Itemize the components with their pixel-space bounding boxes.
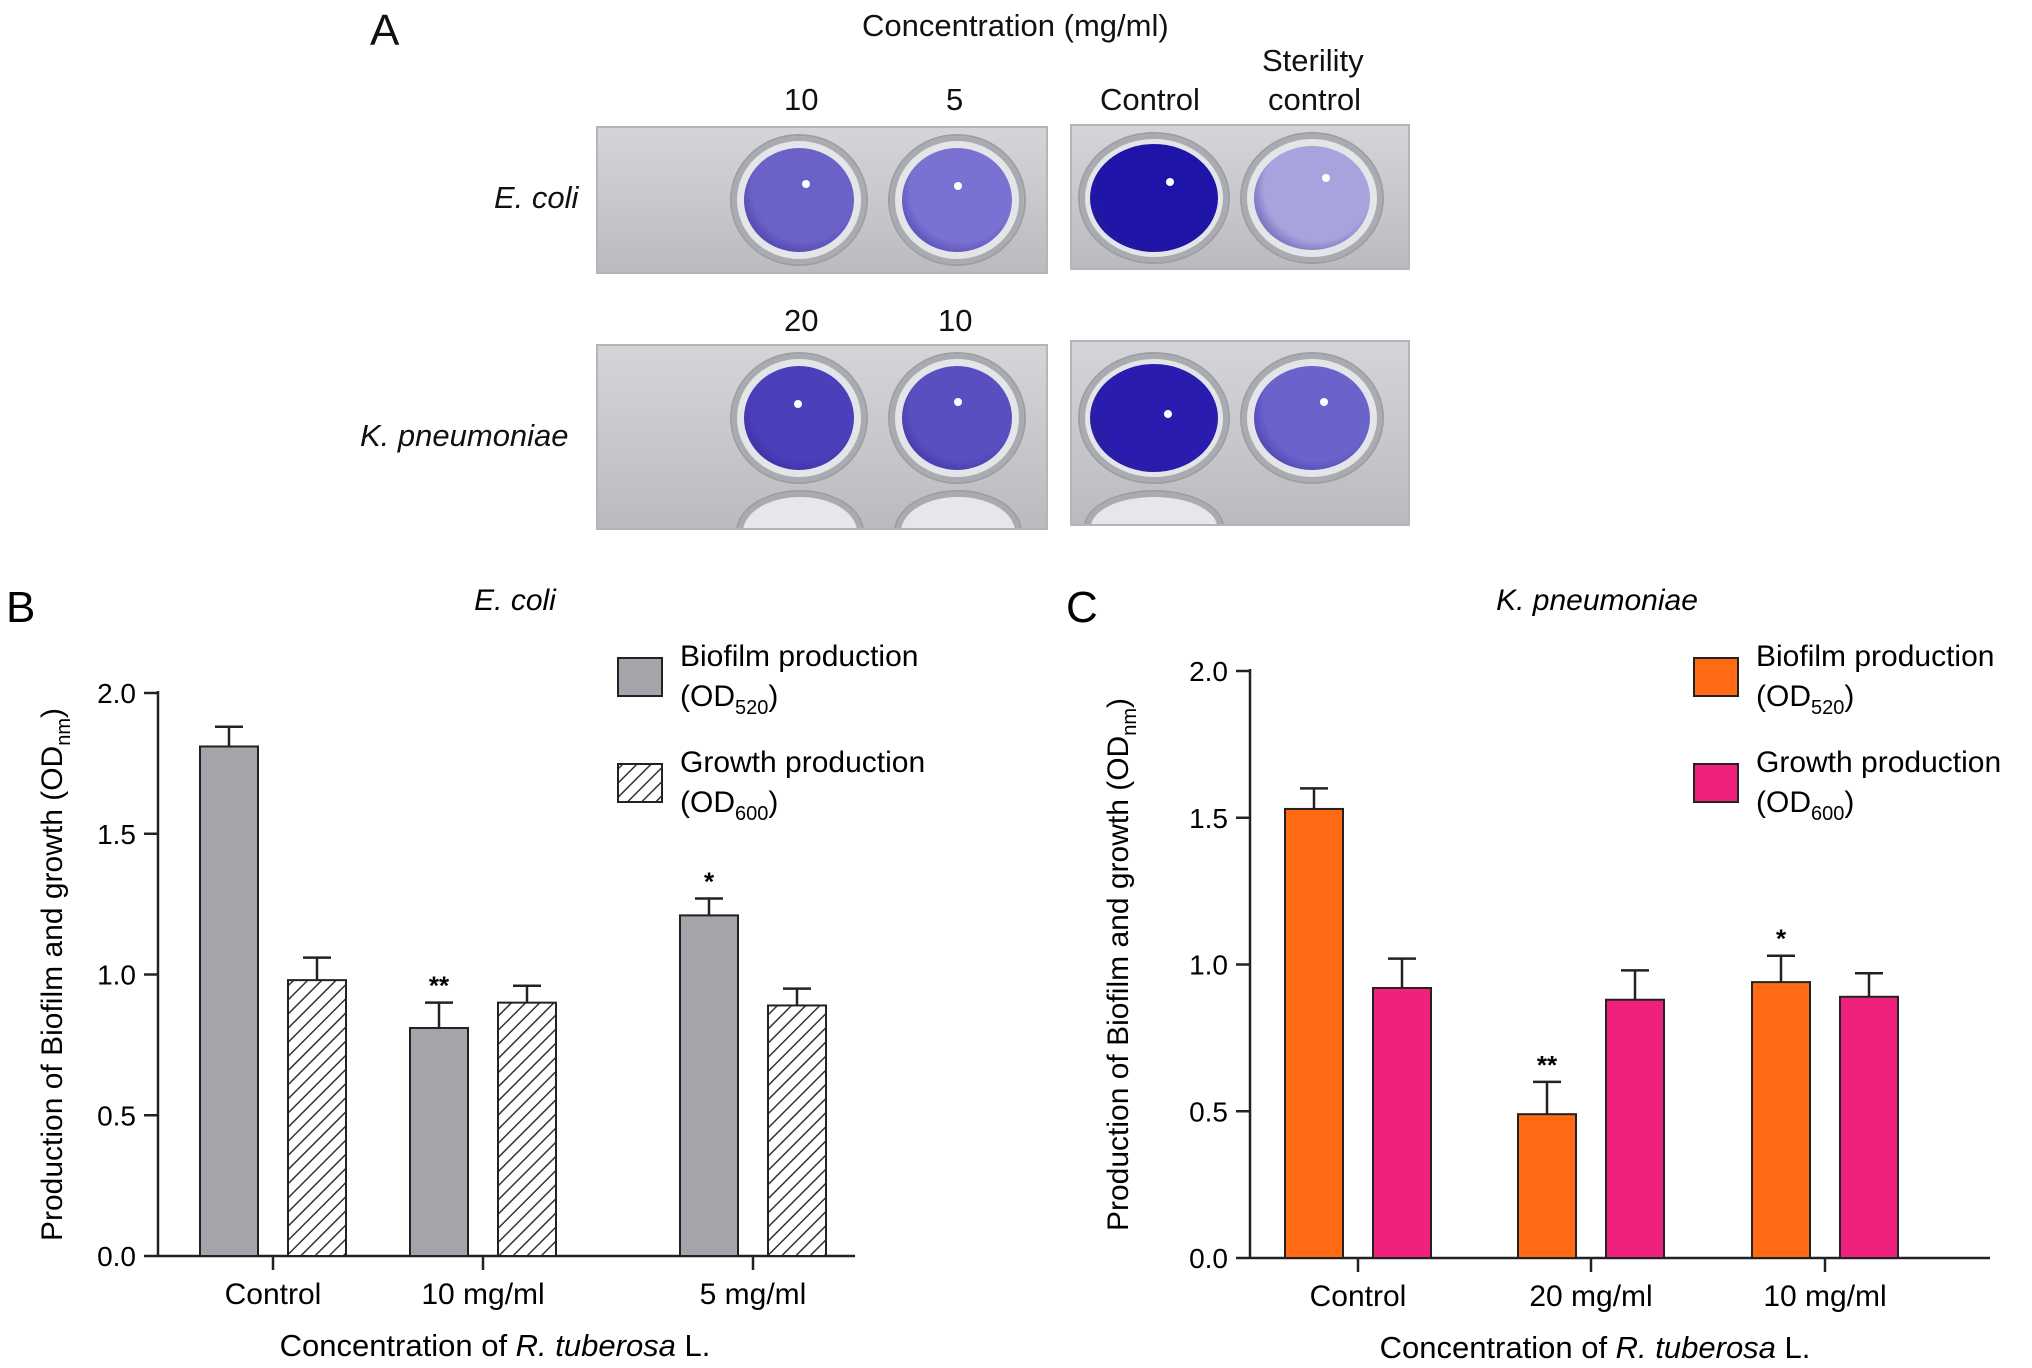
control-column-label: Control (1100, 82, 1200, 117)
chart-b-bar-biofilm-1 (409, 1026, 469, 1257)
chart-c-bar-biofilm-0 (1284, 807, 1344, 1259)
ecoli-conc-label-1: 10 (784, 82, 819, 117)
kpn-well-sterility-stain (1254, 366, 1370, 470)
chart-b-bar-growth-2 (767, 1004, 827, 1258)
kpn-plate-left (596, 344, 1048, 530)
chart-c-title: K. pneumoniae (1496, 584, 1698, 617)
chart-c-legend-label: Growth production (1756, 746, 2001, 779)
chart-b-ytick-label: 0.5 (97, 1100, 136, 1131)
chart-c-bar-biofilm-2 (1751, 981, 1811, 1259)
kpn-well-2-stain (902, 366, 1012, 470)
sterility-column-label-line2: control (1268, 82, 1362, 117)
chart-c-ytick-label: 0.0 (1189, 1243, 1228, 1274)
chart-c-legend-swatch-biofilm (1693, 657, 1739, 697)
ecoli-well-sterility (1242, 134, 1382, 262)
chart-b: B E. coli 0.0 0.5 1.0 1.5 2.0 Control ** 10 mg/ml… (6, 583, 925, 1363)
ecoli-well-sterility-stain (1254, 146, 1370, 250)
kpn-well-1-stain (744, 366, 854, 470)
chart-c-xtick-label: 10 mg/ml (1763, 1280, 1886, 1313)
chart-c-bar-growth-0 (1372, 986, 1432, 1259)
kpn-conc-label-2: 10 (938, 303, 973, 338)
ecoli-plate-right (1070, 124, 1410, 270)
kpn-row-label: K. pneumoniae (360, 418, 569, 453)
chart-b-xtick-label: 10 mg/ml (421, 1278, 544, 1311)
panel-a-letter: A (370, 6, 400, 55)
chart-b-xlabel: Concentration of R. tuberosa L. (280, 1328, 711, 1363)
ecoli-well-control-stain (1090, 144, 1218, 252)
ecoli-well-1 (732, 136, 866, 264)
chart-c-bar-biofilm-1 (1517, 1113, 1577, 1260)
chart-b-legend-od: (OD600) (680, 786, 778, 825)
ecoli-row-label: E. coli (494, 180, 579, 215)
chart-c-legend-label: Biofilm production (1756, 640, 1994, 673)
chart-c-legend-od: (OD600) (1756, 786, 1854, 825)
kpn-conc-label-1: 20 (784, 303, 819, 338)
chart-b-significance: ** (429, 971, 450, 1001)
chart-c-bar-growth-2 (1839, 995, 1899, 1259)
kpn-well-1 (732, 354, 866, 482)
chart-b-significance: * (704, 866, 715, 896)
chart-b-legend-swatch-growth (617, 763, 663, 803)
chart-b-panel-letter: B (6, 583, 35, 632)
chart-c-ytick-label: 0.5 (1189, 1096, 1228, 1127)
chart-c-legend-od: (OD520) (1756, 680, 1854, 719)
kpn-well-2 (890, 354, 1024, 482)
chart-c-ytick-label: 2.0 (1189, 656, 1228, 687)
chart-b-ytick-label: 1.5 (97, 819, 136, 850)
kpn-plate-right (1070, 340, 1410, 526)
ecoli-well-control (1080, 134, 1228, 262)
chart-b-ytick-label: 0.0 (97, 1241, 136, 1272)
chart-b-bar-biofilm-0 (199, 745, 259, 1257)
chart-b-ytick-label: 2.0 (97, 678, 136, 709)
chart-b-legend-swatch-biofilm (617, 657, 663, 697)
chart-c-ytick-label: 1.0 (1189, 950, 1228, 981)
ecoli-conc-label-2: 5 (946, 82, 964, 117)
chart-c-significance: * (1776, 924, 1787, 954)
chart-c-ylabel: Production of Biofilm and growth (ODnm) (1102, 698, 1141, 1231)
panel-a-concentration-header: Concentration (mg/ml) (862, 8, 1169, 43)
chart-c-xtick-label: Control (1310, 1280, 1407, 1313)
ecoli-plate-left (596, 126, 1048, 274)
chart-b-legend-od: (OD520) (680, 680, 778, 719)
sterility-column-label-line1: Sterility (1262, 43, 1364, 78)
chart-c-legend-swatch-growth (1693, 763, 1739, 803)
kpn-well-control-stain (1090, 364, 1218, 472)
chart-c: C K. pneumoniae 0.0 0.5 1.0 1.5 2.0 Control ** 20… (1066, 583, 2001, 1365)
chart-b-bar-growth-1 (497, 1001, 557, 1258)
chart-b-ytick-label: 1.0 (97, 960, 136, 991)
chart-c-bar-growth-1 (1605, 998, 1665, 1259)
kpn-well-sterility (1242, 354, 1382, 482)
chart-c-panel-letter: C (1066, 583, 1098, 632)
chart-b-xtick-label: 5 mg/ml (700, 1278, 807, 1311)
ecoli-well-1-stain (744, 148, 854, 252)
ecoli-well-2-stain (902, 148, 1012, 252)
chart-b-xtick-label: Control (225, 1278, 322, 1311)
chart-b-bar-growth-0 (287, 979, 347, 1257)
chart-c-ytick-label: 1.5 (1189, 803, 1228, 834)
chart-b-title: E. coli (474, 584, 557, 617)
chart-c-xtick-label: 20 mg/ml (1529, 1280, 1652, 1313)
chart-b-legend-label: Growth production (680, 746, 925, 779)
ecoli-well-2 (890, 136, 1024, 264)
chart-c-significance: ** (1537, 1050, 1558, 1080)
chart-c-xlabel: Concentration of R. tuberosa L. (1380, 1330, 1811, 1365)
chart-b-bar-biofilm-2 (679, 914, 739, 1257)
chart-b-legend-label: Biofilm production (680, 640, 918, 673)
kpn-well-control (1080, 354, 1228, 482)
chart-b-ylabel: Production of Biofilm and growth (ODnm) (36, 708, 75, 1241)
